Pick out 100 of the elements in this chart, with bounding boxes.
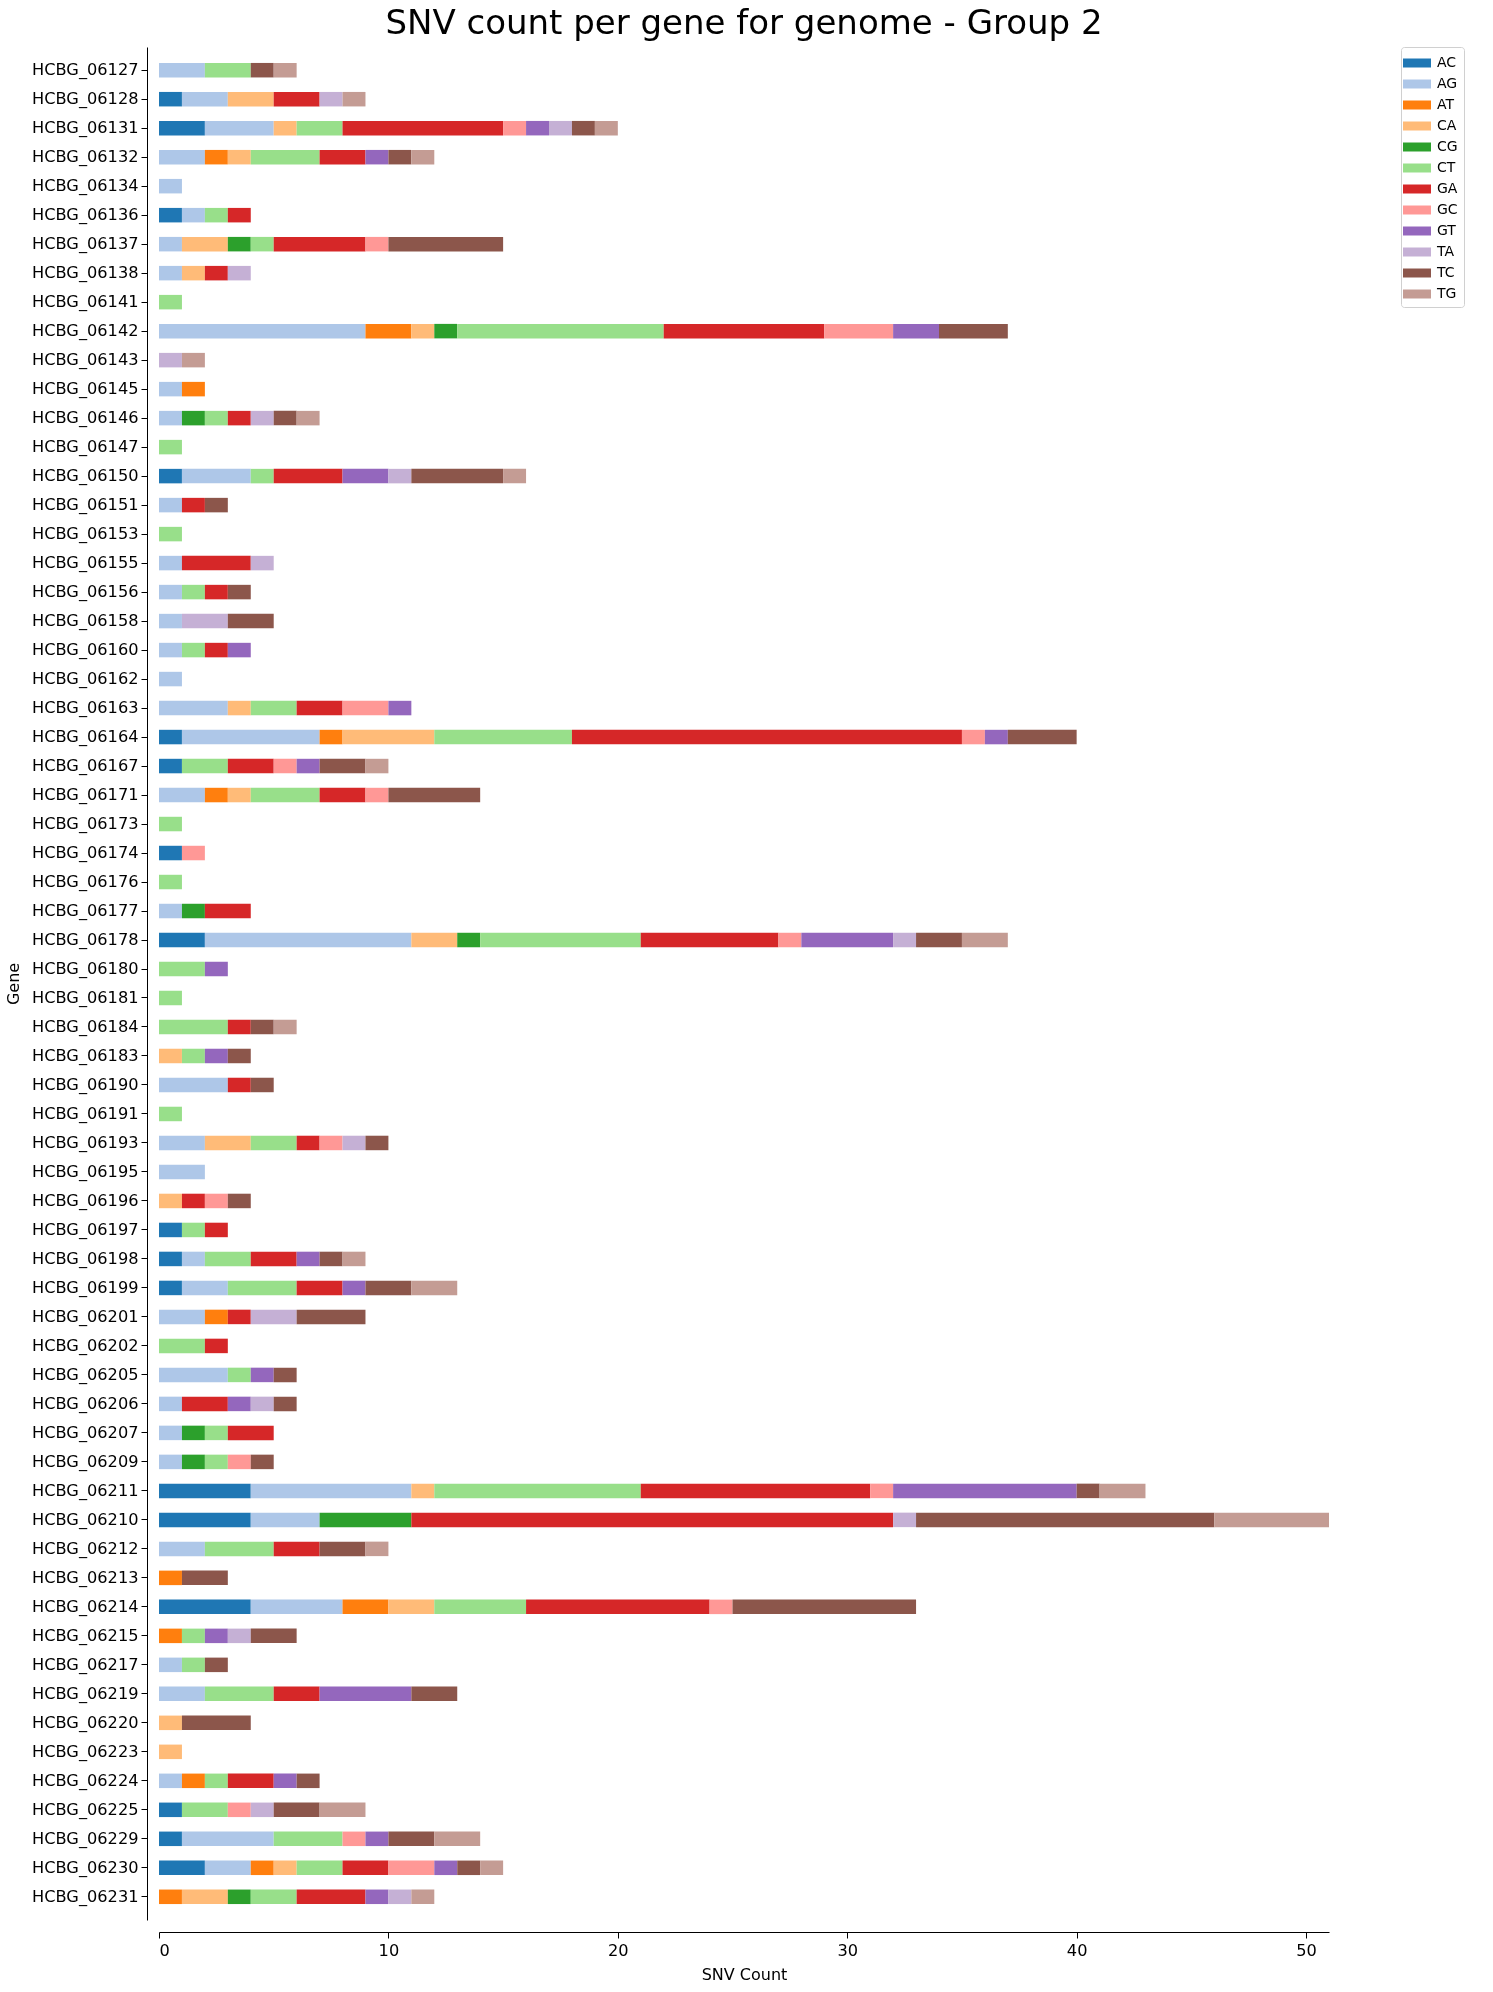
bar (250, 1599, 343, 1615)
bar (296, 120, 343, 136)
bar (159, 1541, 205, 1557)
bar (159, 1193, 182, 1209)
y-tick-label: HCBG_06174 (32, 843, 139, 864)
bar (181, 845, 205, 861)
bar (893, 1512, 917, 1528)
bar (250, 62, 274, 78)
bar (204, 1425, 228, 1441)
y-tick-label: HCBG_06136 (32, 205, 139, 226)
bar (181, 236, 228, 252)
bar (159, 671, 182, 687)
bar (250, 468, 274, 484)
bar (204, 149, 228, 165)
bar (159, 932, 205, 948)
bar (480, 1860, 504, 1876)
bar (365, 1889, 389, 1905)
y-tick-label: HCBG_06137 (32, 234, 139, 255)
bar (227, 1309, 251, 1325)
bar (273, 1802, 320, 1818)
bar (250, 700, 297, 716)
bar (411, 1512, 894, 1528)
bar (411, 468, 504, 484)
x-tick-label: 40 (1066, 1940, 1088, 1960)
y-tick-label: HCBG_06190 (32, 1074, 139, 1095)
bar (388, 700, 412, 716)
bar (227, 207, 251, 223)
bar (159, 1686, 205, 1702)
bar (1076, 1483, 1100, 1499)
bar (181, 1222, 205, 1238)
y-tick-label: HCBG_06128 (32, 89, 139, 110)
legend-label: AC (1437, 54, 1457, 70)
bar (227, 1889, 251, 1905)
bar (159, 1860, 205, 1876)
bar (159, 700, 228, 716)
bar (457, 323, 664, 339)
bar (388, 468, 412, 484)
bar (273, 62, 297, 78)
bar (250, 1512, 320, 1528)
y-tick-label: HCBG_06150 (32, 466, 139, 487)
bar (227, 410, 251, 426)
bar (227, 236, 251, 252)
bar (227, 1280, 297, 1296)
bar (296, 410, 320, 426)
bar (296, 758, 320, 774)
bar (159, 149, 205, 165)
bar (159, 1164, 205, 1180)
y-tick-label: HCBG_06209 (32, 1451, 139, 1472)
y-tick-label: HCBG_06191 (32, 1103, 139, 1124)
y-tick-label: HCBG_06181 (32, 988, 139, 1008)
bar (204, 497, 228, 513)
bar (227, 613, 274, 629)
bar (204, 787, 228, 803)
bar (159, 1106, 182, 1122)
y-tick-label: HCBG_06141 (32, 292, 139, 313)
bar (181, 207, 205, 223)
bar (273, 1773, 297, 1789)
bar (181, 729, 320, 745)
bar (250, 1019, 274, 1035)
bar (181, 1831, 274, 1847)
y-tick-label: HCBG_06156 (32, 582, 139, 603)
bar (204, 1048, 228, 1064)
bar (181, 758, 228, 774)
bar (250, 555, 274, 571)
bar (159, 1077, 228, 1093)
bar (342, 468, 389, 484)
bar (227, 91, 274, 107)
legend-label: TG (1436, 285, 1457, 301)
legend-label: GA (1437, 180, 1458, 196)
bar (250, 236, 274, 252)
legend-label: CT (1437, 159, 1456, 175)
bar (227, 1077, 251, 1093)
y-tick-label: HCBG_06207 (32, 1422, 139, 1443)
bar (204, 120, 274, 136)
bar (365, 758, 389, 774)
bar (159, 91, 182, 107)
bar (319, 149, 366, 165)
y-tick-label: HCBG_06155 (32, 553, 139, 574)
bar (204, 1454, 228, 1470)
bar (181, 613, 228, 629)
bar (526, 1599, 710, 1615)
bar (204, 207, 228, 223)
bar (159, 1744, 182, 1760)
bar (571, 120, 595, 136)
bar (250, 1860, 274, 1876)
bar (411, 932, 458, 948)
bar (204, 1773, 228, 1789)
y-tick-label: HCBG_06229 (32, 1828, 139, 1849)
bar (250, 1251, 297, 1267)
bar (916, 932, 962, 948)
bar (159, 555, 182, 571)
y-tick-label: HCBG_06131 (32, 118, 139, 139)
y-tick-label: HCBG_06224 (32, 1770, 139, 1791)
bar (181, 1048, 205, 1064)
bar (824, 323, 894, 339)
y-tick-label: HCBG_06213 (32, 1567, 139, 1588)
bar (159, 410, 182, 426)
bar (388, 1599, 435, 1615)
y-tick-label: HCBG_06164 (32, 727, 139, 748)
bar (159, 1280, 182, 1296)
